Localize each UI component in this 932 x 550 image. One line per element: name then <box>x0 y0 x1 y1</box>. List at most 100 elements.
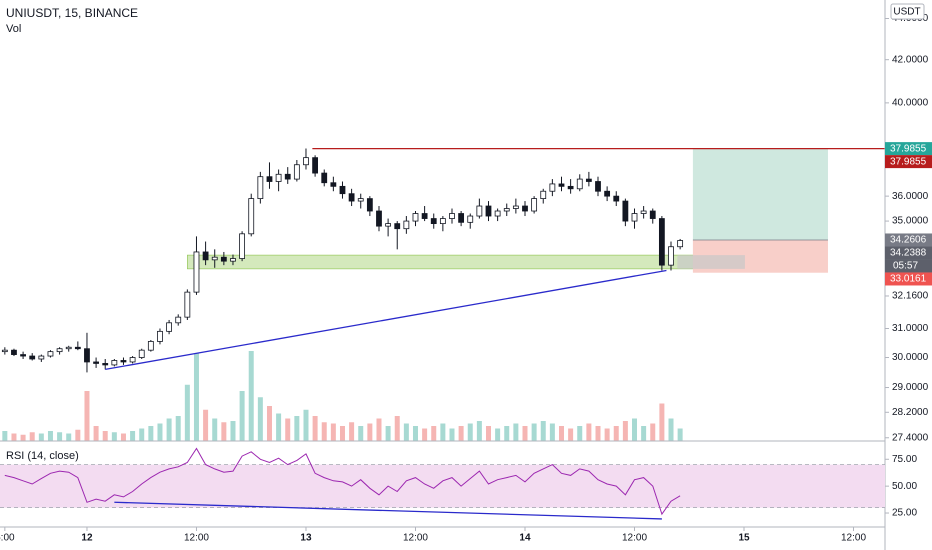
volume-bar <box>595 426 601 441</box>
volume-bar <box>175 416 181 441</box>
volume-bar <box>120 433 126 441</box>
candle-body <box>366 198 373 212</box>
candle-body <box>531 198 538 212</box>
candle-body <box>357 198 364 202</box>
rsi-line <box>4 447 681 516</box>
candle-body <box>211 256 218 261</box>
volume-bar <box>148 426 154 441</box>
volume-bar <box>458 426 464 441</box>
candle-body <box>166 322 172 332</box>
volume-bar <box>349 422 355 441</box>
volume-bar <box>193 353 199 441</box>
volume-bar <box>540 421 546 441</box>
volume-bar <box>257 397 263 441</box>
volume-bar <box>11 433 17 441</box>
candle-body <box>567 185 574 190</box>
candle-body <box>622 200 629 222</box>
y-tick-label: 28.2000 <box>892 407 929 418</box>
x-tick-label: 14 <box>519 533 531 544</box>
volume-bar <box>248 351 254 441</box>
candle-body <box>147 341 154 351</box>
y-tick-label: 32.1600 <box>892 291 929 302</box>
price-badge-label: 37.9855 <box>890 156 927 167</box>
candle-body <box>93 361 99 364</box>
volume-bar <box>47 431 53 441</box>
volume-bar <box>412 426 418 441</box>
volume-bar <box>613 426 619 441</box>
volume-bar <box>558 426 564 441</box>
currency-badge <box>890 3 925 20</box>
volume-bar <box>376 418 382 441</box>
volume-bar <box>20 434 26 441</box>
volume-bar <box>84 391 90 441</box>
y-tick-label: 29.0000 <box>892 382 929 393</box>
trend-line <box>105 269 667 371</box>
y-tick-label: 27.4000 <box>892 432 929 443</box>
candle-body <box>376 210 382 227</box>
price-badge-label: 34.2388 <box>890 248 927 259</box>
candle-body <box>29 355 36 360</box>
candle-body <box>348 193 355 202</box>
volume-bar <box>622 421 628 441</box>
candle-body <box>385 223 392 227</box>
volume-bar <box>659 403 665 441</box>
candle-body <box>503 208 510 212</box>
price-badge-label: 34.2606 <box>890 235 927 246</box>
volume-bar <box>239 391 245 441</box>
volume-bar <box>157 423 163 441</box>
y-tick-label: 36.0000 <box>892 191 929 202</box>
volume-bar <box>449 428 455 441</box>
candle-body <box>458 213 465 223</box>
volume-bar <box>586 423 592 441</box>
candle-body <box>120 360 127 363</box>
volume-bar <box>641 426 647 441</box>
volume-bar <box>367 423 373 441</box>
volume-bar <box>485 426 491 441</box>
candle-body <box>449 213 455 219</box>
rsi-trend-line <box>114 501 662 520</box>
current-zone <box>677 255 745 269</box>
volume-bar <box>568 428 574 441</box>
y-tick-label: 42.0000 <box>892 54 929 65</box>
volume-bar <box>276 413 282 441</box>
volume-bar <box>632 418 638 441</box>
volume-bar <box>203 409 209 441</box>
position-profit <box>692 148 828 240</box>
candle-body <box>138 349 145 358</box>
volume-bar <box>495 428 501 441</box>
volume-bar <box>422 428 428 441</box>
candle-body <box>11 349 17 355</box>
candle-body <box>613 195 620 202</box>
candle-body <box>330 182 337 187</box>
volume-bar <box>650 423 656 441</box>
candle-body <box>540 190 547 200</box>
volume-bar <box>476 421 482 441</box>
candle-body <box>658 218 665 266</box>
candle-body <box>220 256 227 262</box>
candle-body <box>522 205 528 212</box>
candle-body <box>595 181 601 192</box>
candle-body <box>476 205 483 217</box>
price-badge <box>885 246 932 260</box>
layer <box>2 148 828 441</box>
rsi-tick-label: 50.00 <box>892 481 917 492</box>
price-badge-label: 37.9855 <box>890 143 927 154</box>
volume-bar <box>440 423 446 441</box>
currency: USDT <box>893 7 920 18</box>
candle-body <box>512 205 519 209</box>
volume-bar <box>339 426 345 441</box>
candle-body <box>677 240 684 248</box>
volume-bar <box>221 422 227 441</box>
candle-body <box>412 213 419 222</box>
candle-body <box>604 190 611 197</box>
candle-body <box>467 215 474 223</box>
price-badge <box>885 272 932 286</box>
x-tick-label: 12:00 <box>403 533 428 544</box>
candle-body <box>20 354 26 357</box>
price-badge <box>885 155 932 169</box>
volume-bar <box>230 421 236 441</box>
volume-bar <box>66 433 72 441</box>
volume-bar <box>184 384 190 441</box>
volume-bar <box>38 433 44 441</box>
